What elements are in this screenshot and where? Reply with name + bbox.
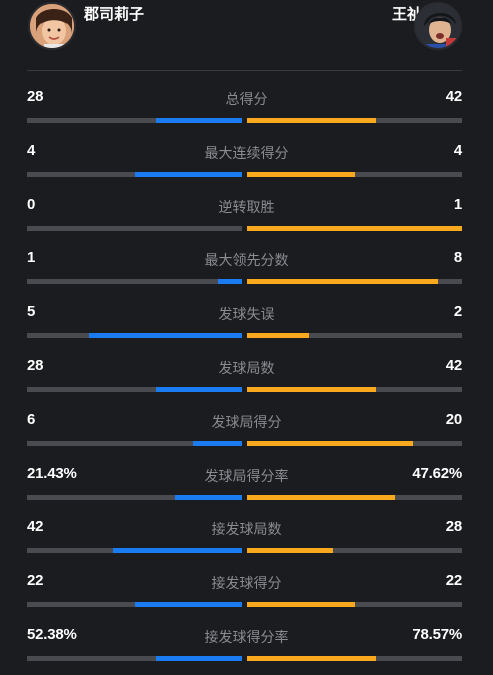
stat-row: 28 总得分 42: [0, 86, 493, 140]
stat-label: 发球局数: [218, 360, 275, 377]
right-stat-bar: [247, 494, 462, 500]
left-stat-value: 28: [27, 88, 44, 105]
left-stat-bar: [27, 118, 242, 123]
left-stat-bar: [27, 494, 242, 500]
stat-row: 6 发球局得分 20: [0, 409, 493, 463]
left-stat-bar: [27, 279, 242, 285]
left-stat-bar-fill: [156, 386, 242, 392]
right-stat-bar-fill: [247, 655, 376, 661]
right-stat-value: 42: [445, 88, 463, 105]
right-stat-bar-fill: [247, 548, 333, 554]
left-player-photo-icon: [30, 4, 74, 48]
left-stat-bar: [27, 386, 242, 392]
left-stat-bar: [27, 225, 242, 231]
left-player-avatar[interactable]: [28, 2, 76, 50]
right-stat-bar-fill: [247, 171, 355, 177]
left-stat-bar: [27, 655, 242, 661]
left-stat-bar-fill: [134, 602, 242, 608]
stat-label: 接发球得分: [211, 576, 282, 593]
stat-row: 5 发球失误 2: [0, 301, 493, 355]
left-stat-value: 1: [27, 249, 36, 267]
left-stat-bar-fill: [113, 548, 242, 554]
stat-row: 4 最大连续得分 4: [0, 140, 493, 194]
right-stat-bar-fill: [247, 440, 413, 446]
right-stat-bar: [247, 440, 462, 446]
left-stat-value: 21.43%: [27, 464, 77, 482]
right-stat-value: 47.62%: [412, 464, 462, 482]
stat-label: 总得分: [225, 92, 268, 108]
players-header: 郡司莉子 王祉怡: [0, 0, 493, 72]
left-stat-value: 6: [27, 410, 36, 428]
left-stat-value: 4: [27, 141, 36, 159]
right-stat-bar: [247, 386, 462, 392]
right-stat-bar: [247, 171, 462, 177]
left-stat-bar: [27, 440, 242, 446]
stat-row: 1 最大领先分数 8: [0, 247, 493, 301]
right-stat-bar: [247, 225, 462, 231]
right-stat-bar: [247, 655, 462, 661]
right-stat-value: 8: [453, 249, 462, 267]
stat-label: 接发球得分率: [204, 629, 289, 646]
right-stat-bar: [247, 118, 462, 123]
stat-row: 22 接发球得分 22: [0, 570, 493, 624]
left-stat-bar: [27, 171, 242, 177]
right-stat-bar-fill: [247, 118, 376, 123]
stat-row: 21.43% 发球局得分率 47.62%: [0, 463, 493, 517]
left-player-name[interactable]: 郡司莉子: [84, 5, 145, 23]
stat-label: 发球局得分率: [204, 468, 289, 485]
stat-label: 发球失误: [218, 307, 275, 324]
left-stat-bar: [27, 548, 242, 554]
right-player-photo-icon: [416, 4, 460, 48]
right-stat-value: 20: [445, 410, 463, 428]
right-stat-value: 22: [445, 572, 463, 590]
right-stat-value: 28: [445, 518, 463, 536]
stat-label: 最大领先分数: [204, 253, 289, 270]
stat-row: 28 发球局数 42: [0, 355, 493, 409]
right-stat-bar: [247, 548, 462, 554]
right-stat-bar-fill: [247, 386, 376, 392]
right-stat-value: 1: [453, 195, 462, 213]
stat-row: 42 接发球局数 28: [0, 516, 493, 570]
left-stat-bar-fill: [156, 655, 242, 661]
right-stat-bar: [247, 279, 462, 285]
right-stat-bar: [247, 602, 462, 608]
right-stat-bar-fill: [247, 279, 439, 285]
stat-label: 接发球局数: [211, 522, 282, 539]
left-stat-bar-fill: [192, 440, 242, 446]
left-stat-value: 5: [27, 303, 36, 321]
right-stat-bar-fill: [247, 225, 462, 231]
right-stat-value: 42: [445, 356, 463, 374]
right-stat-value: 2: [453, 303, 462, 321]
left-stat-value: 0: [27, 195, 36, 213]
stat-label: 逆转取胜: [218, 199, 275, 216]
left-stat-value: 52.38%: [27, 625, 77, 643]
right-stat-bar-fill: [247, 494, 396, 500]
right-stat-value: 78.57%: [412, 625, 462, 643]
right-stat-bar: [247, 333, 462, 339]
right-stat-bar-fill: [247, 602, 355, 608]
stat-label: 最大连续得分: [204, 145, 289, 162]
stats-list: 28 总得分 42 4 最大连续得分 4 0 逆转取胜 1 1 最大领先分数 8 5 发球失误 2 28 发球局…: [0, 86, 493, 675]
left-stat-value: 28: [27, 356, 44, 374]
left-stat-bar-fill: [218, 279, 242, 285]
right-player-avatar[interactable]: [414, 2, 462, 50]
left-stat-bar: [27, 602, 242, 608]
left-stat-bar-fill: [156, 118, 242, 123]
left-stat-bar-fill: [175, 494, 242, 500]
left-stat-value: 22: [27, 572, 44, 590]
right-stat-bar-fill: [247, 333, 310, 339]
stat-row: 0 逆转取胜 1: [0, 194, 493, 248]
left-stat-value: 42: [27, 518, 44, 536]
stat-row: 52.38% 接发球得分率 78.57%: [0, 624, 493, 675]
header-divider: [27, 70, 462, 71]
stat-label: 发球局得分: [211, 414, 282, 431]
left-stat-bar-fill: [134, 171, 242, 177]
right-stat-value: 4: [453, 141, 462, 159]
left-stat-bar-fill: [89, 333, 242, 339]
left-stat-bar: [27, 333, 242, 339]
